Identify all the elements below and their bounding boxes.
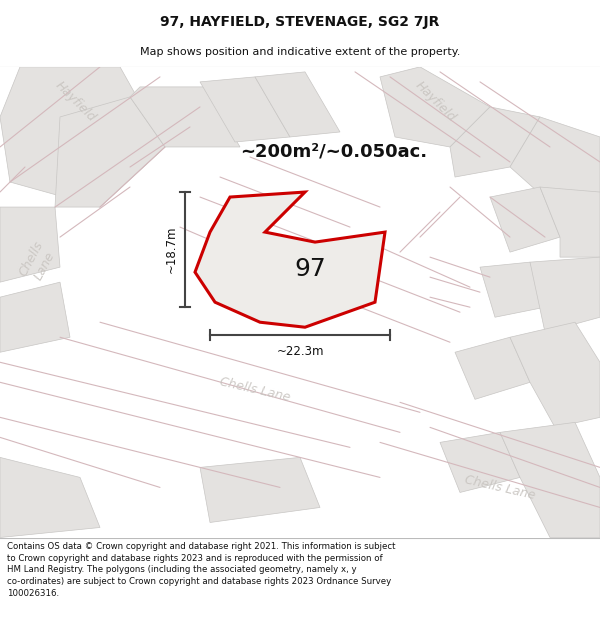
Polygon shape [0,458,100,538]
Text: 97, HAYFIELD, STEVENAGE, SG2 7JR: 97, HAYFIELD, STEVENAGE, SG2 7JR [160,15,440,29]
Polygon shape [200,77,290,142]
Polygon shape [0,282,70,352]
Polygon shape [510,322,600,428]
Polygon shape [0,207,60,282]
Text: ~18.7m: ~18.7m [164,226,178,273]
Text: Hayfield: Hayfield [52,79,98,124]
Polygon shape [500,422,600,538]
Polygon shape [540,187,600,257]
Text: Chells Lane: Chells Lane [218,375,292,404]
Polygon shape [490,187,560,252]
Polygon shape [455,338,530,399]
Polygon shape [200,458,320,522]
Polygon shape [195,192,385,328]
Polygon shape [510,117,600,207]
Polygon shape [0,67,165,207]
Text: Chells Lane: Chells Lane [463,473,536,502]
Polygon shape [130,87,240,147]
Text: Map shows position and indicative extent of the property.: Map shows position and indicative extent… [140,47,460,57]
Text: ~200m²/~0.050ac.: ~200m²/~0.050ac. [240,143,427,161]
Text: ~22.3m: ~22.3m [276,345,324,358]
Text: Chells
Lane: Chells Lane [17,239,59,286]
Polygon shape [450,107,540,177]
Polygon shape [55,97,165,207]
Polygon shape [255,72,340,137]
Text: 97: 97 [294,257,326,281]
Text: Hayfield: Hayfield [412,79,458,124]
Polygon shape [380,67,490,147]
Polygon shape [530,257,600,332]
Polygon shape [440,432,520,492]
Polygon shape [480,262,545,318]
Text: Contains OS data © Crown copyright and database right 2021. This information is : Contains OS data © Crown copyright and d… [7,542,396,598]
